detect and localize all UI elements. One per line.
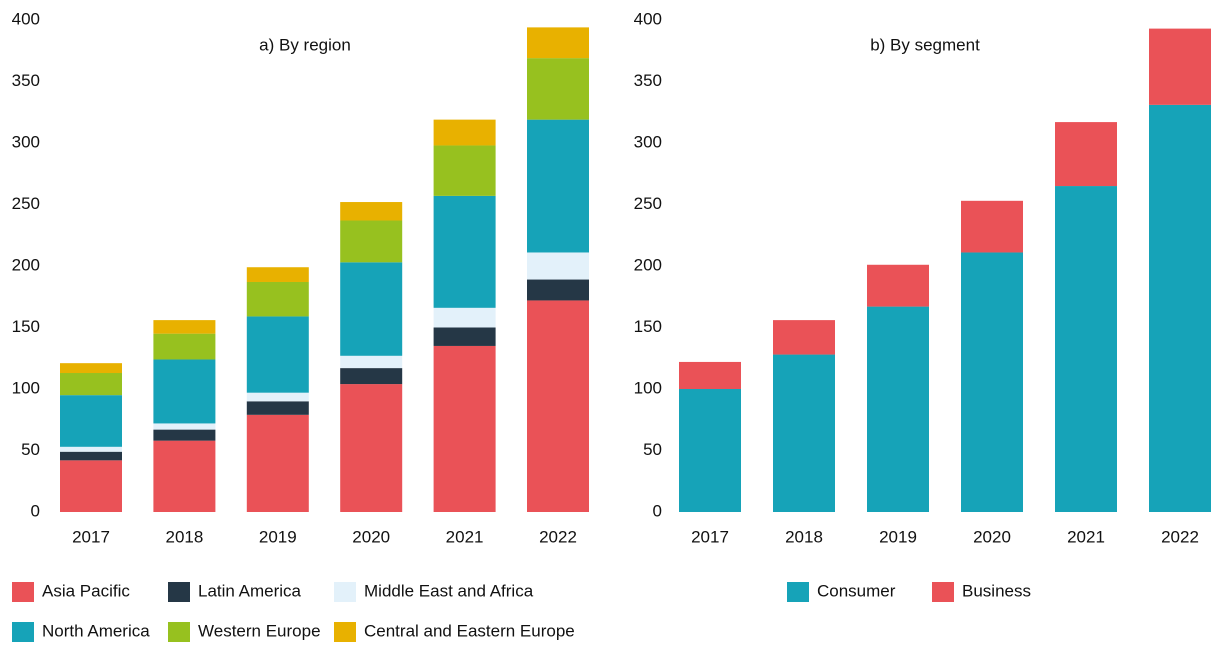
- y-tick-label: 350: [12, 71, 40, 90]
- bar-segment: [60, 373, 122, 396]
- chart-title: b) By segment: [870, 35, 980, 54]
- legend-swatch: [787, 582, 809, 602]
- legend-label: Asia Pacific: [42, 581, 130, 600]
- bar-segment: [773, 354, 835, 512]
- x-tick-label: 2017: [72, 527, 110, 546]
- legend-swatch: [12, 622, 34, 642]
- legend-label: Latin America: [198, 581, 302, 600]
- x-tick-label: 2021: [1067, 527, 1105, 546]
- x-tick-label: 2019: [879, 527, 917, 546]
- legend-swatch: [168, 622, 190, 642]
- bar-segment: [153, 333, 216, 360]
- bar-segment: [433, 145, 496, 196]
- bar-segment: [773, 320, 835, 355]
- y-tick-label: 250: [12, 194, 40, 213]
- bar-segment: [527, 279, 589, 301]
- y-tick-label: 150: [12, 317, 40, 336]
- bar-segment: [153, 429, 216, 441]
- chart-title: a) By region: [259, 35, 351, 54]
- bar-segment: [527, 119, 589, 253]
- y-tick-label: 350: [634, 71, 662, 90]
- x-tick-label: 2022: [539, 527, 577, 546]
- legend-swatch: [334, 622, 356, 642]
- bar-segment: [433, 307, 496, 328]
- bar-segment: [60, 363, 122, 374]
- x-tick-label: 2020: [973, 527, 1011, 546]
- bar-segment: [679, 361, 741, 389]
- bar-segment: [153, 440, 216, 512]
- bar-segment: [961, 200, 1023, 253]
- bar-segment: [433, 327, 496, 346]
- legend-label: North America: [42, 621, 150, 640]
- bar-segment: [961, 252, 1023, 512]
- legend-label: Business: [962, 581, 1031, 600]
- bar-segment: [340, 355, 403, 369]
- bar-segment: [153, 359, 216, 424]
- y-tick-label: 300: [634, 132, 662, 151]
- y-tick-label: 100: [12, 378, 40, 397]
- y-tick-label: 0: [31, 501, 40, 520]
- bar-segment: [433, 195, 496, 308]
- bar-segment: [60, 446, 122, 452]
- bar-segment: [527, 300, 589, 512]
- y-tick-label: 200: [634, 255, 662, 274]
- y-tick-label: 400: [634, 9, 662, 28]
- bar-segment: [340, 384, 403, 512]
- bar-segment: [246, 401, 309, 415]
- bar-segment: [1055, 186, 1117, 513]
- legend-label: Consumer: [817, 581, 896, 600]
- bar-segment: [527, 58, 589, 120]
- bar-segment: [60, 460, 122, 512]
- bar-segment: [246, 414, 309, 512]
- bar-segment: [153, 320, 216, 334]
- legend-swatch: [168, 582, 190, 602]
- x-tick-label: 2018: [785, 527, 823, 546]
- x-tick-label: 2021: [446, 527, 484, 546]
- y-tick-label: 0: [653, 501, 662, 520]
- y-tick-label: 200: [12, 255, 40, 274]
- y-tick-label: 100: [634, 378, 662, 397]
- y-tick-label: 50: [643, 440, 662, 459]
- bar-segment: [679, 389, 741, 512]
- y-tick-label: 300: [12, 132, 40, 151]
- bar-segment: [433, 345, 496, 512]
- bar-segment: [246, 392, 309, 402]
- bar-segment: [340, 368, 403, 385]
- bar-segment: [340, 262, 403, 356]
- legend-label: Middle East and Africa: [364, 581, 534, 600]
- x-tick-label: 2017: [691, 527, 729, 546]
- bar-segment: [867, 306, 929, 512]
- bar-segment: [246, 281, 309, 317]
- y-tick-label: 250: [634, 194, 662, 213]
- bar-segment: [527, 252, 589, 280]
- bar-segment: [60, 451, 122, 461]
- bar-segment: [340, 220, 403, 263]
- bar-segment: [1055, 122, 1117, 187]
- x-tick-label: 2022: [1161, 527, 1199, 546]
- bar-segment: [153, 423, 216, 430]
- x-tick-label: 2019: [259, 527, 297, 546]
- bar-segment: [867, 264, 929, 307]
- legend-label: Western Europe: [198, 621, 321, 640]
- legend-label: Central and Eastern Europe: [364, 621, 575, 640]
- y-tick-label: 150: [634, 317, 662, 336]
- bar-segment: [1149, 28, 1211, 105]
- legend-swatch: [932, 582, 954, 602]
- bar-segment: [433, 119, 496, 146]
- bar-segment: [527, 27, 589, 59]
- bar-segment: [1149, 104, 1211, 513]
- legend-swatch: [12, 582, 34, 602]
- bar-segment: [340, 202, 403, 221]
- bar-segment: [60, 395, 122, 447]
- x-tick-label: 2018: [165, 527, 203, 546]
- x-tick-label: 2020: [352, 527, 390, 546]
- y-tick-label: 50: [21, 440, 40, 459]
- bar-segment: [246, 316, 309, 393]
- legend-swatch: [334, 582, 356, 602]
- y-tick-label: 400: [12, 9, 40, 28]
- bar-segment: [246, 267, 309, 282]
